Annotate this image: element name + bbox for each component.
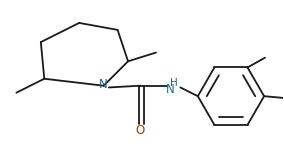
Text: N: N <box>166 83 174 96</box>
Text: O: O <box>136 123 145 137</box>
Text: N: N <box>99 78 108 91</box>
Text: H: H <box>170 78 177 88</box>
